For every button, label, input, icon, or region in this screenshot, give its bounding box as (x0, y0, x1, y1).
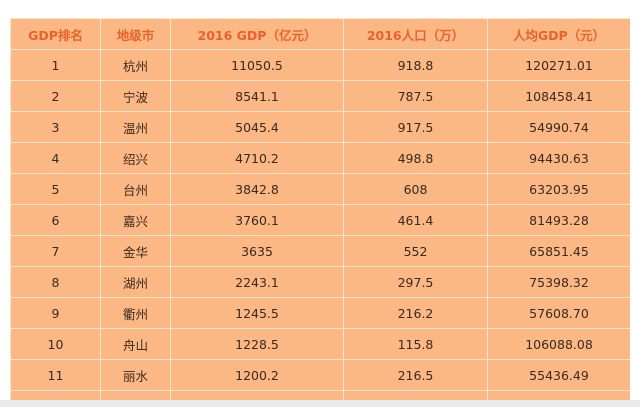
header-gdp-per-capita: 人均GDP（元） (487, 18, 630, 50)
cell-gdp: 3760.1 (170, 204, 344, 236)
cell-rank: 10 (10, 328, 101, 360)
cell-gdp: 3842.8 (170, 173, 344, 205)
table-row: 7 金华 3635 552 65851.45 (10, 235, 630, 267)
table-row: 3 温州 5045.4 917.5 54990.74 (10, 111, 630, 143)
cell-rank: 5 (10, 173, 101, 205)
table-row: 10 舟山 1228.5 115.8 106088.08 (10, 328, 630, 360)
cell-gdp-per-capita: 106088.08 (487, 328, 630, 360)
table-row: 11 丽水 1200.2 216.5 55436.49 (10, 359, 630, 391)
table-row: 2 宁波 8541.1 787.5 108458.41 (10, 80, 630, 112)
cell-rank: 8 (10, 266, 101, 298)
cell-city: 丽水 (100, 359, 171, 391)
cell-city: 义乌 (100, 390, 171, 400)
cell-city: 台州 (100, 173, 171, 205)
cell-rank: 7 (10, 235, 101, 267)
cell-rank: 9 (10, 297, 101, 329)
cell-gdp-per-capita: 120271.01 (487, 49, 630, 81)
table-row: 8 湖州 2243.1 297.5 75398.32 (10, 266, 630, 298)
header-population: 2016人口（万） (343, 18, 488, 50)
table-row: 6 嘉兴 3760.1 461.4 81493.28 (10, 204, 630, 236)
cell-gdp-per-capita: 54990.74 (487, 111, 630, 143)
cell-rank (10, 390, 101, 400)
cell-gdp-per-capita: 55436.49 (487, 359, 630, 391)
cell-gdp: 5045.4 (170, 111, 344, 143)
cell-population: 552 (343, 235, 488, 267)
cell-population: 608 (343, 173, 488, 205)
cell-population: 125.88 (343, 390, 488, 400)
table-row: 9 衢州 1245.5 216.2 57608.70 (10, 297, 630, 329)
cell-rank: 1 (10, 49, 101, 81)
cell-rank: 4 (10, 142, 101, 174)
cell-city: 杭州 (100, 49, 171, 81)
cell-gdp-per-capita: 81493.28 (487, 204, 630, 236)
cell-city: 湖州 (100, 266, 171, 298)
cell-population: 787.5 (343, 80, 488, 112)
cell-gdp-per-capita: 75398.32 (487, 266, 630, 298)
cell-city: 宁波 (100, 80, 171, 112)
cell-city: 嘉兴 (100, 204, 171, 236)
cell-population: 498.8 (343, 142, 488, 174)
header-city: 地级市 (100, 18, 171, 50)
cell-gdp-per-capita: 65851.45 (487, 235, 630, 267)
cell-gdp-per-capita: 88822.69 (487, 390, 630, 400)
cell-gdp-per-capita: 63203.95 (487, 173, 630, 205)
cell-population: 115.8 (343, 328, 488, 360)
cell-gdp: 1118.1 (170, 390, 344, 400)
cell-gdp: 1245.5 (170, 297, 344, 329)
cell-gdp: 4710.2 (170, 142, 344, 174)
cell-city: 温州 (100, 111, 171, 143)
cell-city: 舟山 (100, 328, 171, 360)
cell-rank: 11 (10, 359, 101, 391)
table-row: 义乌1118.1125.8888822.69 (10, 390, 630, 400)
cell-gdp-per-capita: 57608.70 (487, 297, 630, 329)
cell-population: 216.2 (343, 297, 488, 329)
cell-gdp: 1228.5 (170, 328, 344, 360)
cell-population: 918.8 (343, 49, 488, 81)
cell-city: 绍兴 (100, 142, 171, 174)
cell-gdp: 11050.5 (170, 49, 344, 81)
cell-rank: 6 (10, 204, 101, 236)
table-row: 4 绍兴 4710.2 498.8 94430.63 (10, 142, 630, 174)
cell-gdp-per-capita: 94430.63 (487, 142, 630, 174)
cell-population: 461.4 (343, 204, 488, 236)
table-row: 1 杭州 11050.5 918.8 120271.01 (10, 49, 630, 81)
cell-gdp-per-capita: 108458.41 (487, 80, 630, 112)
cell-gdp: 3635 (170, 235, 344, 267)
cell-city: 金华 (100, 235, 171, 267)
cell-city: 衢州 (100, 297, 171, 329)
cell-gdp: 1200.2 (170, 359, 344, 391)
cell-gdp: 2243.1 (170, 266, 344, 298)
cell-rank: 3 (10, 111, 101, 143)
cell-population: 917.5 (343, 111, 488, 143)
header-row: GDP排名 地级市 2016 GDP（亿元） 2016人口（万） 人均GDP（元） (10, 18, 630, 50)
header-gdp: 2016 GDP（亿元） (170, 18, 344, 50)
table-row: 5 台州 3842.8 608 63203.95 (10, 173, 630, 205)
cell-population: 216.5 (343, 359, 488, 391)
header-rank: GDP排名 (10, 18, 101, 50)
cell-population: 297.5 (343, 266, 488, 298)
bottom-bar (0, 400, 640, 407)
cell-rank: 2 (10, 80, 101, 112)
cell-gdp: 8541.1 (170, 80, 344, 112)
